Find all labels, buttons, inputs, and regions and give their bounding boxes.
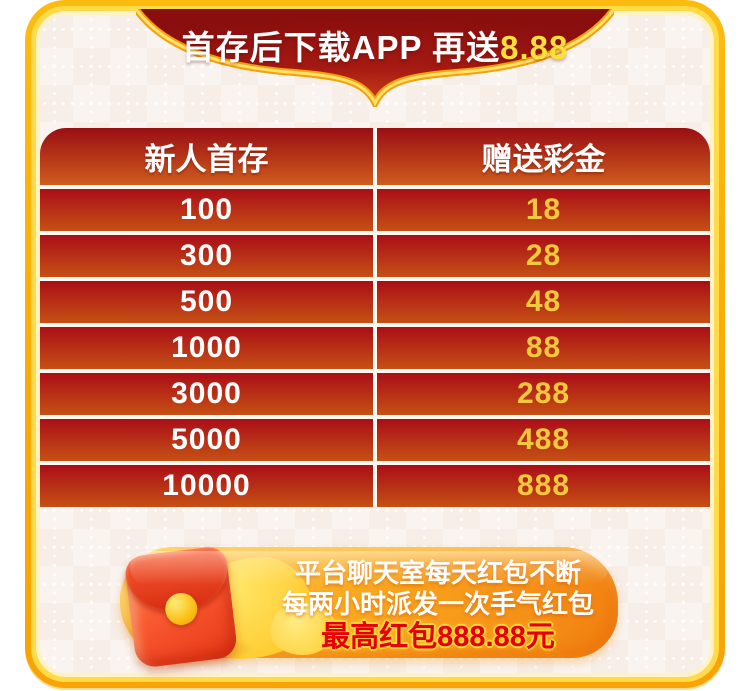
bonus-cell: 18 [377,189,710,231]
header-cell-deposit: 新人首存 [40,128,373,185]
ribbon-title: 首存后下载APP 再送8.88 [136,21,614,69]
bonus-cell: 888 [377,465,710,507]
deposit-cell: 10000 [40,465,373,507]
ribbon-title-main: 首存后下载APP 再送 [181,29,501,66]
deposit-cell: 5000 [40,419,373,461]
yellow-splash-decoration-small [270,603,336,655]
promo-line-max-amount: 最高红包888.88元 [321,621,555,653]
red-envelope-icon [123,545,258,676]
deposit-cell: 100 [40,189,373,231]
top-ribbon-banner[interactable]: 首存后下载APP 再送8.88 [136,9,614,107]
deposit-cell: 1000 [40,327,373,369]
deposit-bonus-table: 新人首存 赠送彩金 100 18 300 28 500 48 1000 88 3… [40,128,710,507]
bonus-cell: 288 [377,373,710,415]
promo-line-1: 平台聊天室每天红包不断 [294,558,581,588]
bonus-cell: 88 [377,327,710,369]
deposit-cell: 300 [40,235,373,277]
bonus-cell: 488 [377,419,710,461]
deposit-cell: 3000 [40,373,373,415]
ribbon-shape-icon [136,9,614,107]
red-packet-promo-banner[interactable]: 平台聊天室每天红包不断 每两小时派发一次手气红包 最高红包888.88元 [120,545,618,676]
deposit-cell: 500 [40,281,373,323]
promo-line-2: 每两小时派发一次手气红包 [281,589,594,619]
ribbon-title-amount: 8.88 [500,29,569,66]
header-cell-bonus: 赠送彩金 [377,128,710,185]
promo-text-block: 平台聊天室每天红包不断 每两小时派发一次手气红包 最高红包888.88元 [270,558,606,654]
bonus-cell: 28 [377,235,710,277]
bonus-cell: 48 [377,281,710,323]
